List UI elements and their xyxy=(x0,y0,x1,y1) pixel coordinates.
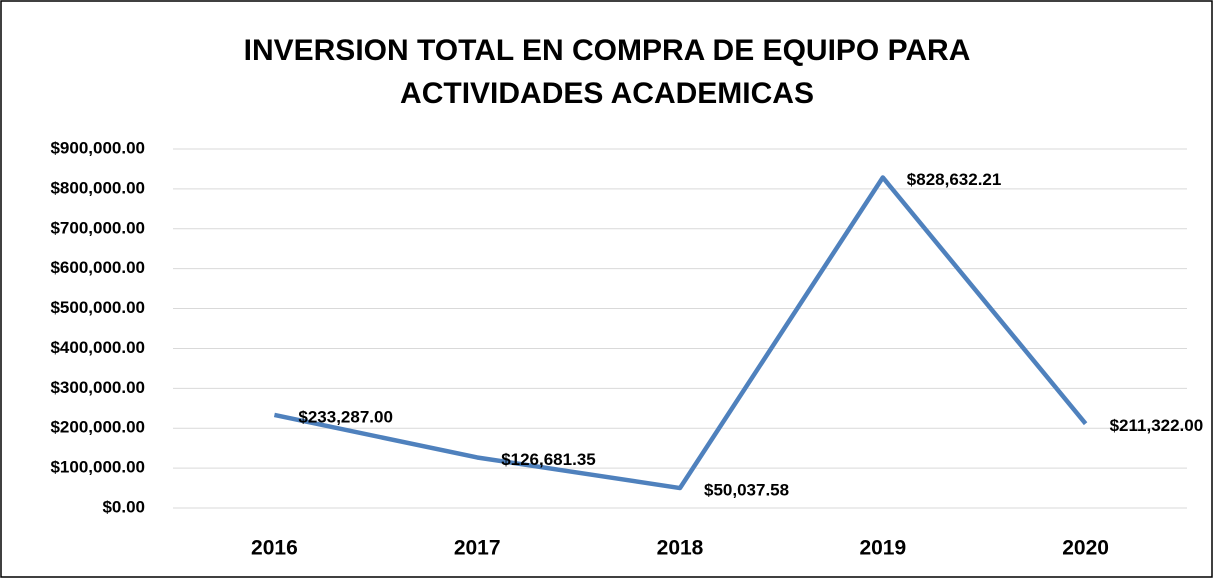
x-tick-label: 2017 xyxy=(454,537,501,560)
y-tick-label: $900,000.00 xyxy=(50,138,145,157)
x-tick-label: 2020 xyxy=(1062,537,1109,560)
x-tick-label: 2016 xyxy=(251,537,298,560)
y-tick-label: $600,000.00 xyxy=(50,258,145,277)
y-tick-label: $700,000.00 xyxy=(50,218,145,237)
y-tick-label: $800,000.00 xyxy=(50,178,145,197)
data-label: $211,322.00 xyxy=(1110,416,1204,435)
data-label: $126,681.35 xyxy=(501,450,596,469)
y-tick-label: $400,000.00 xyxy=(50,338,145,357)
y-tick-label: $500,000.00 xyxy=(50,298,145,317)
x-tick-label: 2018 xyxy=(657,537,704,560)
data-label: $50,037.58 xyxy=(704,481,789,500)
y-tick-label: $100,000.00 xyxy=(50,458,145,477)
y-tick-label: $0.00 xyxy=(102,497,145,516)
y-tick-label: $300,000.00 xyxy=(50,378,145,397)
data-label: $233,287.00 xyxy=(298,407,393,426)
chart-title: INVERSION TOTAL EN COMPRA DE EQUIPO PARA xyxy=(244,34,971,67)
chart-title: ACTIVIDADES ACADEMICAS xyxy=(400,77,814,110)
x-tick-label: 2019 xyxy=(859,537,906,560)
data-label: $828,632.21 xyxy=(907,170,1002,189)
y-tick-label: $200,000.00 xyxy=(50,418,145,437)
line-series xyxy=(273,175,1088,491)
